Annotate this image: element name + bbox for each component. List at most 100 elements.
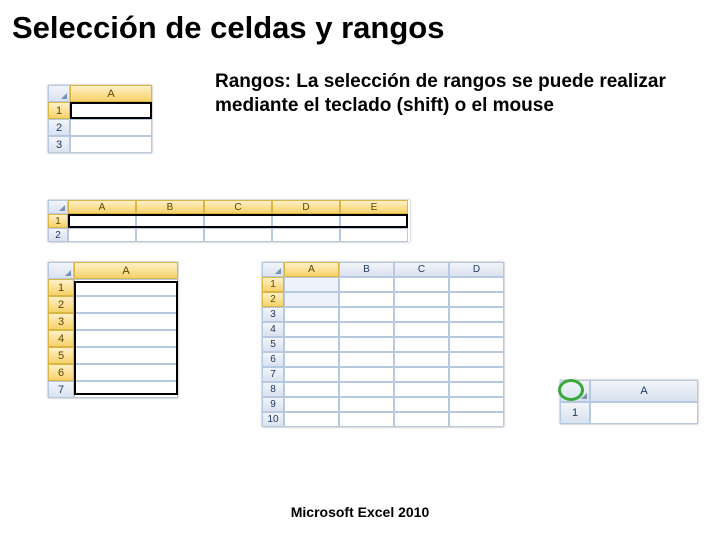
cell[interactable] [339,337,394,352]
cell[interactable] [74,381,178,398]
row-header[interactable]: 10 [262,412,284,427]
cell[interactable] [449,352,504,367]
column-header[interactable]: A [68,200,136,214]
cell[interactable] [449,382,504,397]
cell[interactable] [284,307,339,322]
row-header[interactable]: 5 [262,337,284,352]
cell[interactable] [590,402,698,424]
cell[interactable] [394,322,449,337]
cell[interactable] [394,367,449,382]
cell[interactable] [204,214,272,228]
cell[interactable] [394,412,449,427]
row-header[interactable]: 2 [48,119,70,136]
cell[interactable] [284,412,339,427]
cell[interactable] [340,228,408,242]
cell[interactable] [339,382,394,397]
row-header[interactable]: 1 [48,214,68,228]
row-header[interactable]: 1 [262,277,284,292]
row-header[interactable]: 6 [262,352,284,367]
cell[interactable] [284,322,339,337]
cell[interactable] [394,292,449,307]
row-header[interactable]: 2 [262,292,284,307]
select-all-corner[interactable] [262,262,284,277]
cell[interactable] [449,307,504,322]
cell[interactable] [68,214,136,228]
column-header[interactable]: A [284,262,339,277]
cell[interactable] [339,322,394,337]
cell[interactable] [284,367,339,382]
column-header[interactable]: A [70,85,152,102]
cell[interactable] [284,337,339,352]
row-header[interactable]: 2 [48,228,68,242]
cell[interactable] [449,292,504,307]
cell[interactable] [284,382,339,397]
cell[interactable] [394,352,449,367]
cell[interactable] [339,412,394,427]
cell[interactable] [284,277,339,292]
row-header[interactable]: 4 [48,330,74,347]
column-header[interactable]: E [340,200,408,214]
column-header[interactable]: C [394,262,449,277]
cell[interactable] [74,330,178,347]
row-header[interactable]: 1 [560,402,590,424]
select-all-corner[interactable] [48,200,68,214]
cell[interactable] [339,352,394,367]
cell[interactable] [339,397,394,412]
cell[interactable] [449,277,504,292]
cell[interactable] [272,214,340,228]
cell[interactable] [74,279,178,296]
column-header[interactable]: A [590,380,698,402]
cell[interactable] [339,292,394,307]
cell[interactable] [70,119,152,136]
row-header[interactable]: 9 [262,397,284,412]
cell[interactable] [272,228,340,242]
cell[interactable] [74,347,178,364]
cell[interactable] [74,364,178,381]
column-header[interactable]: A [74,262,178,279]
cell[interactable] [68,228,136,242]
cell[interactable] [204,228,272,242]
row-header[interactable]: 3 [48,313,74,330]
row-header[interactable]: 3 [48,136,70,153]
cell[interactable] [70,136,152,153]
cell[interactable] [449,367,504,382]
cell[interactable] [339,307,394,322]
cell[interactable] [449,412,504,427]
row-header[interactable]: 1 [48,279,74,296]
row-header[interactable]: 1 [48,102,70,119]
cell[interactable] [449,337,504,352]
select-all-corner[interactable] [48,85,70,102]
column-header[interactable]: D [272,200,340,214]
cell[interactable] [284,397,339,412]
cell[interactable] [136,214,204,228]
row-header[interactable]: 2 [48,296,74,313]
row-header[interactable]: 7 [48,381,74,398]
cell[interactable] [394,277,449,292]
row-header[interactable]: 5 [48,347,74,364]
column-header[interactable]: B [136,200,204,214]
column-header[interactable]: D [449,262,504,277]
cell[interactable] [394,382,449,397]
cell[interactable] [394,307,449,322]
cell[interactable] [340,214,408,228]
column-header[interactable]: C [204,200,272,214]
cell[interactable] [70,102,152,119]
row-header[interactable]: 6 [48,364,74,381]
cell[interactable] [339,367,394,382]
cell[interactable] [284,292,339,307]
select-all-corner[interactable] [560,380,590,402]
select-all-corner[interactable] [48,262,74,279]
row-header[interactable]: 3 [262,307,284,322]
cell[interactable] [74,313,178,330]
cell[interactable] [284,352,339,367]
cell[interactable] [449,397,504,412]
row-header[interactable]: 8 [262,382,284,397]
cell[interactable] [339,277,394,292]
cell[interactable] [449,322,504,337]
cell[interactable] [394,397,449,412]
cell[interactable] [136,228,204,242]
row-header[interactable]: 4 [262,322,284,337]
row-header[interactable]: 7 [262,367,284,382]
cell[interactable] [394,337,449,352]
cell[interactable] [74,296,178,313]
